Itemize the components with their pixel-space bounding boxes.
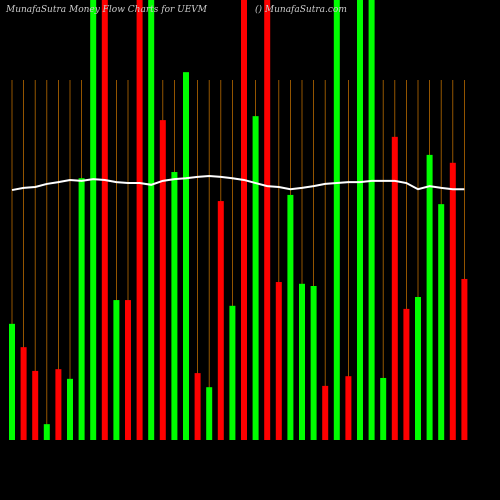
bar (55, 369, 62, 440)
bar (113, 300, 120, 440)
bar (345, 376, 352, 440)
bar (449, 162, 456, 441)
bar (299, 283, 305, 440)
bar (217, 201, 224, 440)
bar (78, 178, 85, 440)
bar (241, 0, 247, 440)
bar (252, 116, 259, 440)
bar (461, 278, 468, 440)
bar (391, 136, 398, 440)
bar (206, 387, 213, 440)
bar (322, 385, 329, 440)
bar (101, 0, 108, 440)
bar (380, 377, 387, 440)
bar (264, 0, 271, 440)
plot (9, 0, 468, 441)
bar (426, 154, 433, 440)
bar (183, 72, 189, 440)
bar (159, 120, 166, 441)
bar (20, 347, 27, 440)
bar (171, 172, 178, 441)
bar (275, 282, 282, 440)
bar (438, 204, 445, 440)
chart-title: MunafaSutra Money Flow Charts for UEVM (5, 5, 208, 15)
bar (136, 0, 143, 440)
bar (403, 308, 410, 440)
bar (9, 323, 15, 440)
bar (194, 373, 201, 440)
bar (368, 0, 375, 440)
bar (148, 0, 155, 440)
bar (357, 0, 363, 440)
bar (287, 194, 294, 440)
bar (67, 378, 73, 440)
bar (43, 424, 50, 440)
bar (125, 300, 131, 440)
chart-subtitle: () MunafaSutra.com (255, 4, 347, 15)
bar (90, 0, 97, 440)
bar (333, 0, 340, 440)
bar (310, 286, 317, 440)
flow-line (11, 174, 465, 192)
bar (229, 305, 236, 440)
bar (32, 370, 39, 440)
bar (415, 297, 421, 440)
